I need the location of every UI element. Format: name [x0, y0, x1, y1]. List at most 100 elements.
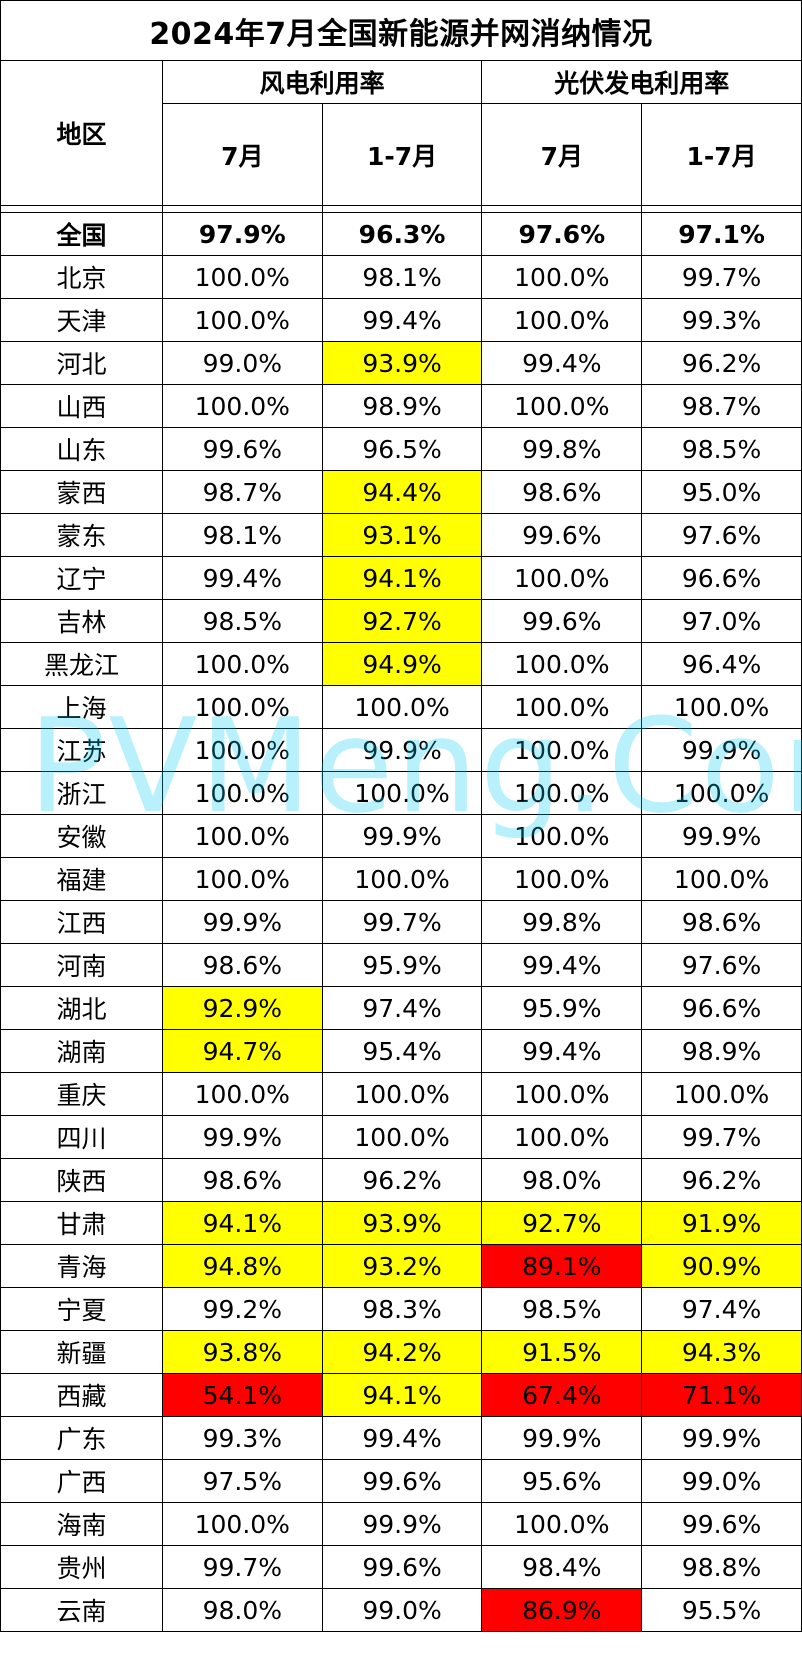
solar-group-header: 光伏发电利用率	[481, 60, 802, 104]
solar-ytd-cell: 96.2%	[641, 341, 802, 385]
solar-ytd-cell: 99.7%	[641, 1115, 802, 1159]
region-cell: 陕西	[0, 1158, 163, 1202]
table-row: 广西 97.5% 99.6% 95.6% 99.0%	[0, 1459, 802, 1503]
solar-month-cell: 99.4%	[481, 943, 643, 987]
wind-ytd-cell: 97.4%	[321, 986, 483, 1030]
region-cell: 福建	[0, 857, 163, 901]
wind-month-cell: 100.0%	[161, 255, 323, 299]
region-cell: 广东	[0, 1416, 163, 1460]
wind-ytd-cell: 98.3%	[321, 1287, 483, 1331]
wind-ytd-cell: 94.4%	[321, 470, 483, 514]
solar-ytd-cell: 96.2%	[641, 1158, 802, 1202]
solar-ytd-cell: 96.6%	[641, 986, 802, 1030]
wind-month-cell: 100.0%	[161, 1072, 323, 1116]
wind-ytd-cell: 99.9%	[321, 728, 483, 772]
region-column-header: 地区	[0, 60, 163, 206]
table-row: 海南 100.0% 99.9% 100.0% 99.6%	[0, 1502, 802, 1546]
solar-month-cell: 92.7%	[481, 1201, 643, 1245]
solar-month-cell: 98.6%	[481, 470, 643, 514]
wind-month-cell: 98.1%	[161, 513, 323, 557]
region-cell: 山东	[0, 427, 163, 471]
solar-month-cell: 100.0%	[481, 298, 643, 342]
solar-ytd-cell: 71.1%	[641, 1373, 802, 1417]
solar-ytd-cell: 99.9%	[641, 1416, 802, 1460]
region-cell: 青海	[0, 1244, 163, 1288]
solar-ytd-cell: 95.5%	[641, 1588, 802, 1632]
solar-month-cell: 100.0%	[481, 814, 643, 858]
region-cell: 宁夏	[0, 1287, 163, 1331]
solar-ytd-cell: 100.0%	[641, 685, 802, 729]
wind-month-cell: 99.6%	[161, 427, 323, 471]
wind-month-cell: 99.2%	[161, 1287, 323, 1331]
wind-ytd-cell: 99.6%	[321, 1459, 483, 1503]
table-row: 江苏 100.0% 99.9% 100.0% 99.9%	[0, 728, 802, 772]
solar-month-cell: 67.4%	[481, 1373, 643, 1417]
solar-ytd-cell: 96.6%	[641, 556, 802, 600]
wind-month-cell: 54.1%	[161, 1373, 323, 1417]
solar-ytd-cell: 98.9%	[641, 1029, 802, 1073]
solar-month-cell: 95.6%	[481, 1459, 643, 1503]
solar-month-cell: 97.6%	[481, 212, 643, 256]
solar-month-cell: 100.0%	[481, 728, 643, 772]
region-cell: 蒙东	[0, 513, 163, 557]
wind-ytd-cell: 98.1%	[321, 255, 483, 299]
table-row: 新疆 93.8% 94.2% 91.5% 94.3%	[0, 1330, 802, 1374]
table-row: 山东 99.6% 96.5% 99.8% 98.5%	[0, 427, 802, 471]
wind-month-cell: 99.9%	[161, 1115, 323, 1159]
national-total-row: 全国 97.9% 96.3% 97.6% 97.1%	[0, 212, 802, 256]
solar-ytd-cell: 99.9%	[641, 728, 802, 772]
wind-month-cell: 92.9%	[161, 986, 323, 1030]
solar-ytd-cell: 99.0%	[641, 1459, 802, 1503]
region-cell: 广西	[0, 1459, 163, 1503]
solar-month-cell: 91.5%	[481, 1330, 643, 1374]
solar-ytd-cell: 99.6%	[641, 1502, 802, 1546]
table-row: 辽宁 99.4% 94.1% 100.0% 96.6%	[0, 556, 802, 600]
solar-month-cell: 100.0%	[481, 1502, 643, 1546]
solar-ytd-cell: 99.3%	[641, 298, 802, 342]
solar-month-cell: 100.0%	[481, 642, 643, 686]
wind-ytd-cell: 95.9%	[321, 943, 483, 987]
table-row: 上海 100.0% 100.0% 100.0% 100.0%	[0, 685, 802, 729]
table-row: 湖北 92.9% 97.4% 95.9% 96.6%	[0, 986, 802, 1030]
table-row: 浙江 100.0% 100.0% 100.0% 100.0%	[0, 771, 802, 815]
solar-month-cell: 99.4%	[481, 1029, 643, 1073]
region-cell: 河南	[0, 943, 163, 987]
wind-ytd-cell: 94.9%	[321, 642, 483, 686]
solar-ytd-cell: 100.0%	[641, 857, 802, 901]
wind-ytd-cell: 96.2%	[321, 1158, 483, 1202]
wind-month-cell: 100.0%	[161, 384, 323, 428]
region-cell: 全国	[0, 212, 163, 256]
wind-ytd-cell: 99.4%	[321, 1416, 483, 1460]
wind-ytd-cell: 96.3%	[321, 212, 483, 256]
table-row: 广东 99.3% 99.4% 99.9% 99.9%	[0, 1416, 802, 1460]
region-cell: 湖南	[0, 1029, 163, 1073]
solar-month-cell: 98.4%	[481, 1545, 643, 1589]
table-row: 河南 98.6% 95.9% 99.4% 97.6%	[0, 943, 802, 987]
table-row: 重庆 100.0% 100.0% 100.0% 100.0%	[0, 1072, 802, 1116]
wind-month-cell: 98.7%	[161, 470, 323, 514]
wind-month-header: 7月	[161, 103, 323, 206]
solar-month-cell: 99.4%	[481, 341, 643, 385]
region-cell: 天津	[0, 298, 163, 342]
wind-month-cell: 100.0%	[161, 685, 323, 729]
solar-ytd-cell: 98.7%	[641, 384, 802, 428]
solar-month-cell: 99.8%	[481, 427, 643, 471]
solar-month-cell: 98.0%	[481, 1158, 643, 1202]
table-row: 吉林 98.5% 92.7% 99.6% 97.0%	[0, 599, 802, 643]
region-cell: 上海	[0, 685, 163, 729]
wind-ytd-cell: 99.6%	[321, 1545, 483, 1589]
solar-ytd-cell: 99.7%	[641, 255, 802, 299]
solar-month-cell: 99.9%	[481, 1416, 643, 1460]
wind-month-cell: 100.0%	[161, 642, 323, 686]
solar-month-cell: 100.0%	[481, 1115, 643, 1159]
wind-ytd-cell: 93.2%	[321, 1244, 483, 1288]
region-cell: 四川	[0, 1115, 163, 1159]
table-row: 青海 94.8% 93.2% 89.1% 90.9%	[0, 1244, 802, 1288]
wind-ytd-cell: 92.7%	[321, 599, 483, 643]
table-row: 河北 99.0% 93.9% 99.4% 96.2%	[0, 341, 802, 385]
solar-ytd-cell: 98.8%	[641, 1545, 802, 1589]
wind-month-cell: 99.4%	[161, 556, 323, 600]
wind-month-cell: 98.6%	[161, 943, 323, 987]
solar-ytd-cell: 100.0%	[641, 1072, 802, 1116]
solar-ytd-cell: 98.6%	[641, 900, 802, 944]
